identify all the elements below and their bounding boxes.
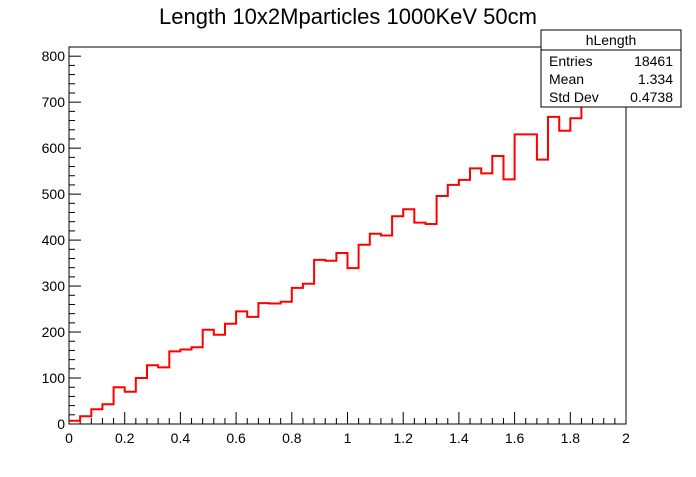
- stats-box-frame: [540, 29, 682, 108]
- x-tick-label: 1.2: [393, 430, 413, 446]
- x-tick-label: 0.6: [226, 430, 246, 446]
- y-axis: 0 100 200 300 400 500 600 700 800: [42, 46, 81, 432]
- stats-stddev-value: 0.4738: [630, 89, 673, 105]
- histogram-line: [69, 101, 593, 422]
- x-tick-label: 0.8: [282, 430, 302, 446]
- x-tick-label: 1: [344, 430, 352, 446]
- x-tick-label: 1.8: [561, 430, 581, 446]
- stats-stddev-label: Std Dev: [549, 89, 599, 105]
- y-tick-label: 0: [57, 416, 65, 432]
- x-tick-label: 1.6: [505, 430, 525, 446]
- y-tick-label: 800: [42, 48, 66, 64]
- x-tick-label: 0.4: [171, 430, 191, 446]
- stats-mean-value: 1.334: [638, 71, 673, 87]
- x-tick-label: 0.2: [115, 430, 135, 446]
- stats-entries-value: 18461: [634, 53, 673, 69]
- y-tick-label: 400: [42, 232, 66, 248]
- x-axis: 0 0.2 0.4 0.6 0.8 1 1.2 1.4 1.6 1.8 2: [65, 412, 630, 446]
- y-tick-label: 300: [42, 278, 66, 294]
- stats-mean-label: Mean: [549, 71, 584, 87]
- chart-title: Length 10x2Mparticles 1000KeV 50cm: [159, 4, 537, 29]
- y-tick-label: 600: [42, 140, 66, 156]
- stats-box: hLength Entries 18461 Mean 1.334 Std Dev…: [540, 29, 682, 108]
- y-tick-label: 700: [42, 94, 66, 110]
- stats-box-title: hLength: [586, 32, 637, 48]
- x-tick-label: 1.4: [449, 430, 469, 446]
- histogram-series: [69, 101, 593, 422]
- x-tick-label: 2: [622, 430, 630, 446]
- y-tick-label: 100: [42, 370, 66, 386]
- y-tick-label: 500: [42, 186, 66, 202]
- y-tick-label: 200: [42, 324, 66, 340]
- x-tick-label: 0: [65, 430, 73, 446]
- stats-entries-label: Entries: [549, 53, 593, 69]
